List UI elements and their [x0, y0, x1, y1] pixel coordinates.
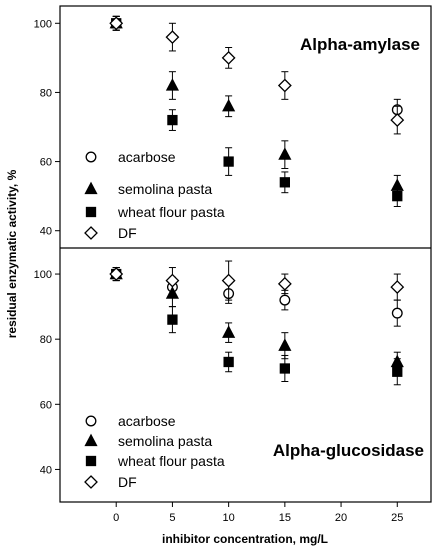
legend-label-semolina-pasta: semolina pasta [118, 433, 212, 449]
data-point-df [221, 50, 236, 65]
data-point-wheat-flour-pasta [392, 366, 403, 377]
y-tick-label: 60 [40, 399, 52, 411]
data-point-acarbose [279, 294, 291, 306]
data-point-wheat-flour-pasta [279, 177, 290, 188]
y-tick-label: 100 [34, 18, 52, 30]
x-tick-label: 20 [335, 512, 347, 524]
panel-title-glucosidase: Alpha-glucosidase [273, 441, 424, 460]
legend-marker-df [84, 226, 98, 240]
y-tick-label: 80 [40, 87, 52, 99]
data-point-df [165, 30, 180, 45]
y-tick-label: 100 [34, 269, 52, 281]
legend-label-acarbose: acarbose [118, 413, 176, 429]
data-point-semolina-pasta [165, 78, 179, 91]
data-point-df [109, 16, 124, 31]
data-point-df [277, 276, 292, 291]
legend-marker-acarbose [85, 415, 97, 427]
data-point-wheat-flour-pasta [223, 156, 234, 167]
data-point-wheat-flour-pasta [167, 314, 178, 325]
legend-marker-semolina-pasta [84, 181, 98, 195]
legend-label-semolina-pasta: semolina pasta [118, 181, 212, 197]
data-point-wheat-flour-pasta [392, 190, 403, 202]
legend-glucosidase: acarbose semolina pasta wheat flour past… [84, 413, 225, 490]
y-tick-label: 80 [40, 334, 52, 346]
legend-label-acarbose: acarbose [118, 149, 176, 165]
legend-label-wheat-flour-pasta: wheat flour pasta [117, 204, 225, 220]
y-tick-label: 40 [40, 226, 52, 238]
data-point-df [165, 273, 180, 288]
x-tick-label: 5 [169, 512, 175, 524]
legend-label-wheat-flour-pasta: wheat flour pasta [117, 453, 225, 469]
y-axis-title: residual enzymatic activity, % [5, 169, 19, 338]
legend-marker-semolina-pasta [84, 433, 98, 447]
data-point-acarbose [391, 307, 403, 319]
x-tick-label: 0 [113, 512, 119, 524]
y-tick-label: 40 [40, 464, 52, 476]
data-point-df [277, 78, 292, 93]
data-point-semolina-pasta [278, 147, 292, 160]
x-tick-label: 25 [391, 512, 403, 524]
data-point-semolina-pasta [222, 325, 236, 338]
data-point-wheat-flour-pasta [223, 356, 234, 368]
x-tick-label: 15 [279, 512, 291, 524]
plot-frame [59, 5, 432, 503]
axis-ticks: 0 5 10 15 20 25 40 60 80 100 40 60 80 100 [34, 18, 404, 524]
data-marks [109, 15, 405, 386]
legend-marker-wheat-flour-pasta [85, 455, 97, 467]
data-point-df [390, 280, 405, 294]
data-point-df [109, 267, 124, 281]
data-point-df [221, 273, 236, 288]
legend-amylase: acarbose semolina pasta wheat flour past… [84, 149, 225, 241]
legend-label-df: DF [118, 225, 137, 241]
legend-marker-acarbose [85, 151, 97, 163]
data-point-wheat-flour-pasta [279, 363, 290, 374]
panel-title-amylase: Alpha-amylase [300, 35, 420, 54]
legend-label-df: DF [118, 474, 137, 490]
data-point-wheat-flour-pasta [167, 114, 178, 126]
data-point-df [390, 113, 405, 128]
data-point-semolina-pasta [222, 98, 236, 112]
data-point-semolina-pasta [278, 338, 292, 351]
legend-marker-wheat-flour-pasta [85, 206, 97, 218]
y-tick-label: 60 [40, 157, 52, 169]
x-axis-title: inhibitor concentration, mg/L [162, 532, 328, 546]
x-tick-label: 10 [223, 512, 235, 524]
legend-marker-df [84, 475, 98, 489]
